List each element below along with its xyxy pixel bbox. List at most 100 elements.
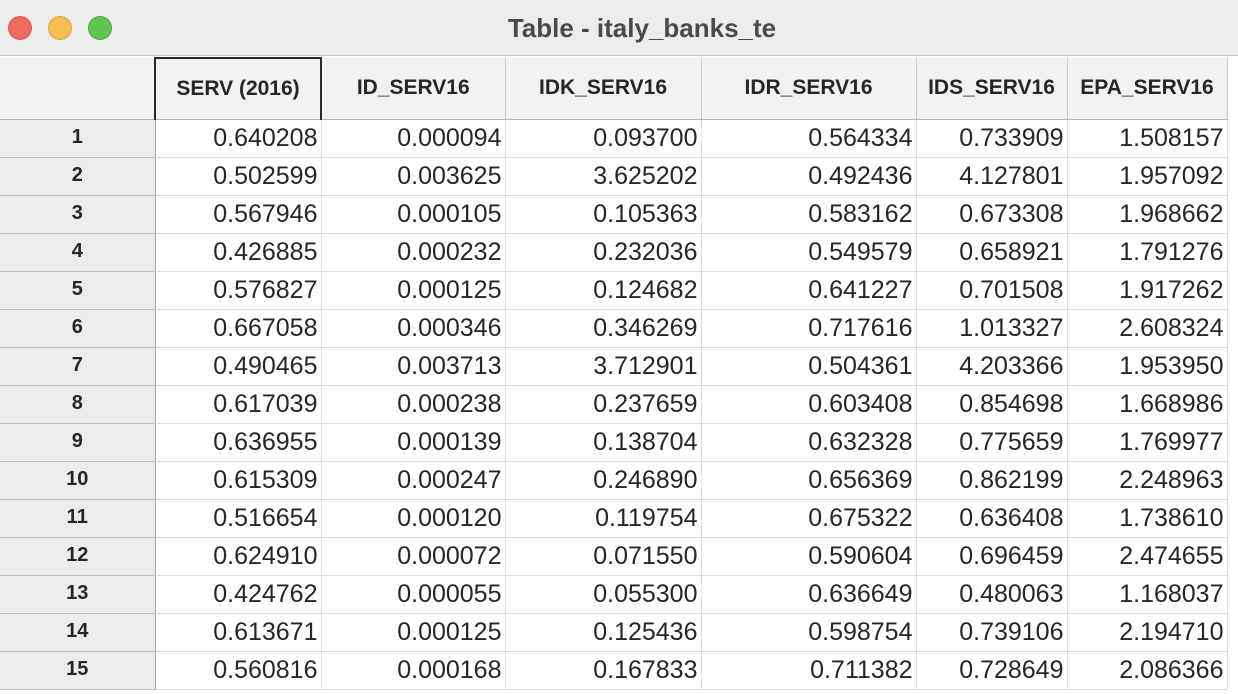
- table-cell[interactable]: 1.917262: [1067, 271, 1228, 310]
- table-cell[interactable]: 0.624910: [155, 537, 322, 576]
- table-row[interactable]: 5 0.576827 0.000125 0.124682 0.641227 0.70150…: [0, 271, 1228, 310]
- table-cell[interactable]: 0.560816: [155, 651, 322, 690]
- data-table-grid[interactable]: SERV (2016) ID_SERV16 IDK_SERV16 IDR_SER…: [0, 57, 1238, 694]
- table-cell[interactable]: 0.516654: [155, 499, 322, 538]
- row-header-cell[interactable]: 8: [0, 385, 156, 424]
- table-cell[interactable]: 0.055300: [505, 575, 702, 614]
- table-cell[interactable]: 1.508157: [1067, 119, 1228, 158]
- table-cell[interactable]: 2.474655: [1067, 537, 1228, 576]
- table-cell[interactable]: 0.675322: [701, 499, 917, 538]
- row-header-cell[interactable]: 10: [0, 461, 156, 500]
- table-row[interactable]: 9 0.636955 0.000139 0.138704 0.632328 0.77565…: [0, 423, 1228, 462]
- table-row[interactable]: 2 0.502599 0.003625 3.625202 0.492436 4.12780…: [0, 157, 1228, 196]
- row-header-cell[interactable]: 1: [0, 119, 156, 158]
- table-cell[interactable]: 0.733909: [916, 119, 1068, 158]
- row-header-cell[interactable]: 3: [0, 195, 156, 234]
- table-row[interactable]: 6 0.667058 0.000346 0.346269 0.717616 1.01332…: [0, 309, 1228, 348]
- table-row[interactable]: 4 0.426885 0.000232 0.232036 0.549579 0.65892…: [0, 233, 1228, 272]
- table-cell[interactable]: 2.194710: [1067, 613, 1228, 652]
- row-header-cell[interactable]: 7: [0, 347, 156, 386]
- row-header-cell[interactable]: 12: [0, 537, 156, 576]
- table-cell[interactable]: 1.953950: [1067, 347, 1228, 386]
- table-cell[interactable]: 0.346269: [505, 309, 702, 348]
- table-cell[interactable]: 0.615309: [155, 461, 322, 500]
- row-header-cell[interactable]: 4: [0, 233, 156, 272]
- row-header-cell[interactable]: 6: [0, 309, 156, 348]
- table-cell[interactable]: 0.125436: [505, 613, 702, 652]
- table-cell[interactable]: 3.712901: [505, 347, 702, 386]
- table-cell[interactable]: 0.000125: [321, 271, 506, 310]
- table-cell[interactable]: 0.480063: [916, 575, 1068, 614]
- table-cell[interactable]: 0.598754: [701, 613, 917, 652]
- table-cell[interactable]: 0.739106: [916, 613, 1068, 652]
- table-cell[interactable]: 0.003625: [321, 157, 506, 196]
- table-row[interactable]: 10 0.615309 0.000247 0.246890 0.656369 0.8621…: [0, 461, 1228, 500]
- table-row[interactable]: 15 0.560816 0.000168 0.167833 0.711382 0.7286…: [0, 651, 1228, 690]
- column-header-epa-serv16[interactable]: EPA_SERV16: [1067, 58, 1228, 120]
- table-cell[interactable]: 0.424762: [155, 575, 322, 614]
- table-cell[interactable]: 0.000105: [321, 195, 506, 234]
- table-cell[interactable]: 0.667058: [155, 309, 322, 348]
- table-cell[interactable]: 0.232036: [505, 233, 702, 272]
- row-header-cell[interactable]: 2: [0, 157, 156, 196]
- table-cell[interactable]: 0.658921: [916, 233, 1068, 272]
- table-row[interactable]: 14 0.613671 0.000125 0.125436 0.598754 0.7391…: [0, 613, 1228, 652]
- table-cell[interactable]: 0.567946: [155, 195, 322, 234]
- table-cell[interactable]: 0.492436: [701, 157, 917, 196]
- table-cell[interactable]: 0.000346: [321, 309, 506, 348]
- table-cell[interactable]: 0.701508: [916, 271, 1068, 310]
- table-cell[interactable]: 0.854698: [916, 385, 1068, 424]
- table-cell[interactable]: 0.549579: [701, 233, 917, 272]
- table-cell[interactable]: 0.000168: [321, 651, 506, 690]
- table-cell[interactable]: 0.636955: [155, 423, 322, 462]
- table-cell[interactable]: 0.613671: [155, 613, 322, 652]
- close-window-button[interactable]: [8, 16, 32, 40]
- table-cell[interactable]: 0.636649: [701, 575, 917, 614]
- table-cell[interactable]: 0.119754: [505, 499, 702, 538]
- table-cell[interactable]: 0.071550: [505, 537, 702, 576]
- table-cell[interactable]: 0.711382: [701, 651, 917, 690]
- table-cell[interactable]: 0.138704: [505, 423, 702, 462]
- table-cell[interactable]: 0.862199: [916, 461, 1068, 500]
- table-cell[interactable]: 0.673308: [916, 195, 1068, 234]
- table-row[interactable]: 3 0.567946 0.000105 0.105363 0.583162 0.67330…: [0, 195, 1228, 234]
- table-cell[interactable]: 0.640208: [155, 119, 322, 158]
- table-cell[interactable]: 0.426885: [155, 233, 322, 272]
- table-cell[interactable]: 1.957092: [1067, 157, 1228, 196]
- table-row[interactable]: 7 0.490465 0.003713 3.712901 0.504361 4.20336…: [0, 347, 1228, 386]
- table-cell[interactable]: 0.490465: [155, 347, 322, 386]
- table-cell[interactable]: 0.502599: [155, 157, 322, 196]
- table-cell[interactable]: 0.636408: [916, 499, 1068, 538]
- table-row[interactable]: 11 0.516654 0.000120 0.119754 0.675322 0.6364…: [0, 499, 1228, 538]
- table-cell[interactable]: 4.203366: [916, 347, 1068, 386]
- table-cell[interactable]: 0.167833: [505, 651, 702, 690]
- column-header-idr-serv16[interactable]: IDR_SERV16: [701, 58, 917, 120]
- table-cell[interactable]: 0.590604: [701, 537, 917, 576]
- minimize-window-button[interactable]: [48, 16, 72, 40]
- table-cell[interactable]: 0.576827: [155, 271, 322, 310]
- table-cell[interactable]: 0.093700: [505, 119, 702, 158]
- table-cell[interactable]: 0.000247: [321, 461, 506, 500]
- table-cell[interactable]: 0.000139: [321, 423, 506, 462]
- table-cell[interactable]: 0.000094: [321, 119, 506, 158]
- table-cell[interactable]: 1.738610: [1067, 499, 1228, 538]
- table-cell[interactable]: 0.717616: [701, 309, 917, 348]
- column-header-serv-2016[interactable]: SERV (2016): [154, 57, 322, 120]
- table-cell[interactable]: 0.000232: [321, 233, 506, 272]
- table-cell[interactable]: 1.769977: [1067, 423, 1228, 462]
- table-cell[interactable]: 1.168037: [1067, 575, 1228, 614]
- table-cell[interactable]: 0.003713: [321, 347, 506, 386]
- row-header-cell[interactable]: 15: [0, 651, 156, 690]
- table-cell[interactable]: 0.728649: [916, 651, 1068, 690]
- table-cell[interactable]: 0.632328: [701, 423, 917, 462]
- table-cell[interactable]: 0.000055: [321, 575, 506, 614]
- table-cell[interactable]: 0.000125: [321, 613, 506, 652]
- table-cell[interactable]: 0.124682: [505, 271, 702, 310]
- table-row[interactable]: 1 0.640208 0.000094 0.093700 0.564334 0.73390…: [0, 119, 1228, 158]
- table-cell[interactable]: 2.608324: [1067, 309, 1228, 348]
- table-row[interactable]: 12 0.624910 0.000072 0.071550 0.590604 0.6964…: [0, 537, 1228, 576]
- table-cell[interactable]: 1.013327: [916, 309, 1068, 348]
- table-cell[interactable]: 0.246890: [505, 461, 702, 500]
- row-header-cell[interactable]: 13: [0, 575, 156, 614]
- table-cell[interactable]: 0.000072: [321, 537, 506, 576]
